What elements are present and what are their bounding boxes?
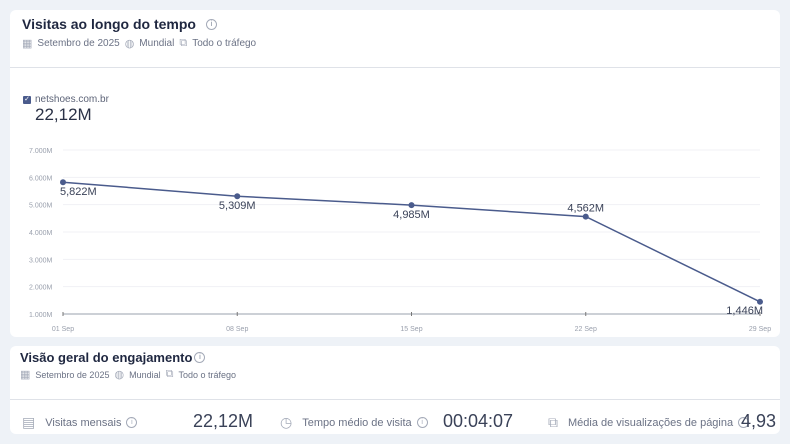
data-point bbox=[408, 202, 415, 209]
devices-icon: ⧉ bbox=[179, 37, 188, 49]
info-icon[interactable]: i bbox=[416, 417, 428, 428]
y-tick-label: 1.000M bbox=[29, 312, 53, 319]
total-visits: 22,12M bbox=[35, 105, 92, 124]
info-icon[interactable]: i bbox=[738, 417, 750, 428]
line-chart: 1.000M 2.000M 3.000M 4.000M 5.000M 6.000M 7.00… bbox=[29, 148, 771, 333]
y-tick-label: 6.000M bbox=[29, 175, 53, 182]
data-point bbox=[60, 179, 66, 186]
y-tick-label: 2.000M bbox=[29, 285, 53, 292]
calendar-icon: ▦ bbox=[20, 369, 31, 381]
x-tick-label: 15 Sep bbox=[400, 326, 422, 333]
kpi-pages-per-visit: ⧉ Média de visualizações de página i bbox=[548, 414, 750, 431]
divider bbox=[10, 399, 780, 400]
kpi-avg-visit-duration-value: 00:04:07 bbox=[443, 411, 514, 431]
y-tick-label: 7.000M bbox=[29, 148, 53, 155]
data-label: 5,309M bbox=[219, 200, 256, 212]
traffic-label: Todo o tráfego bbox=[192, 38, 257, 49]
info-icon[interactable]: i bbox=[126, 417, 138, 428]
x-tick-label: 01 Sep bbox=[52, 326, 74, 333]
series-line bbox=[62, 181, 761, 303]
region-label: Mundial bbox=[139, 38, 175, 49]
kpi-monthly-visits: ▤ Visitas mensais i bbox=[22, 414, 138, 431]
timer-icon: ◷ bbox=[280, 414, 293, 430]
y-tick-label: 4.000M bbox=[29, 230, 53, 237]
globe-icon: ◍ bbox=[124, 38, 135, 50]
kpi-monthly-visits-value: 22,12M bbox=[193, 411, 254, 431]
data-label: 1,446M bbox=[726, 305, 763, 317]
legend-item[interactable]: ✓ netshoes.com.br bbox=[23, 94, 109, 105]
x-tick-label: 08 Sep bbox=[226, 326, 248, 333]
kpi-avg-visit-duration: ◷ Tempo médio de visita i bbox=[280, 414, 428, 431]
chart-title: Visitas ao longo do tempo i bbox=[22, 16, 217, 32]
period-label: Setembro de 2025 bbox=[37, 38, 120, 49]
y-tick-label: 3.000M bbox=[29, 257, 53, 264]
data-label: 5,822M bbox=[60, 186, 97, 198]
kpi-pages-per-visit-value: 4,93 bbox=[741, 411, 777, 431]
calendar-icon: ▦ bbox=[22, 38, 33, 50]
y-tick-label: 5.000M bbox=[29, 203, 53, 210]
divider bbox=[10, 67, 780, 68]
data-point bbox=[757, 298, 763, 305]
checkbox-icon[interactable]: ✓ bbox=[23, 95, 31, 104]
data-label: 4,562M bbox=[567, 203, 604, 215]
engagement-title: Visão geral do engajamento i bbox=[20, 350, 206, 365]
devices-icon: ⧉ bbox=[165, 368, 174, 380]
visits-over-time-card: Visitas ao longo do tempo i ▦ Setembro de … bbox=[10, 10, 780, 337]
data-label: 4,985M bbox=[393, 209, 430, 221]
pages-icon: ⧉ bbox=[548, 414, 558, 430]
data-point bbox=[234, 193, 241, 200]
engagement-card: Visão geral do engajamento i ▦ Setembro de… bbox=[10, 346, 780, 434]
x-tick-label: 22 Sep bbox=[575, 326, 597, 333]
x-tick-label: 29 Sep bbox=[749, 326, 771, 333]
calendar-icon: ▤ bbox=[22, 414, 36, 430]
info-icon[interactable]: i bbox=[194, 352, 206, 363]
info-icon[interactable]: i bbox=[205, 18, 217, 30]
globe-icon: ◍ bbox=[114, 369, 125, 381]
data-point bbox=[582, 213, 589, 220]
